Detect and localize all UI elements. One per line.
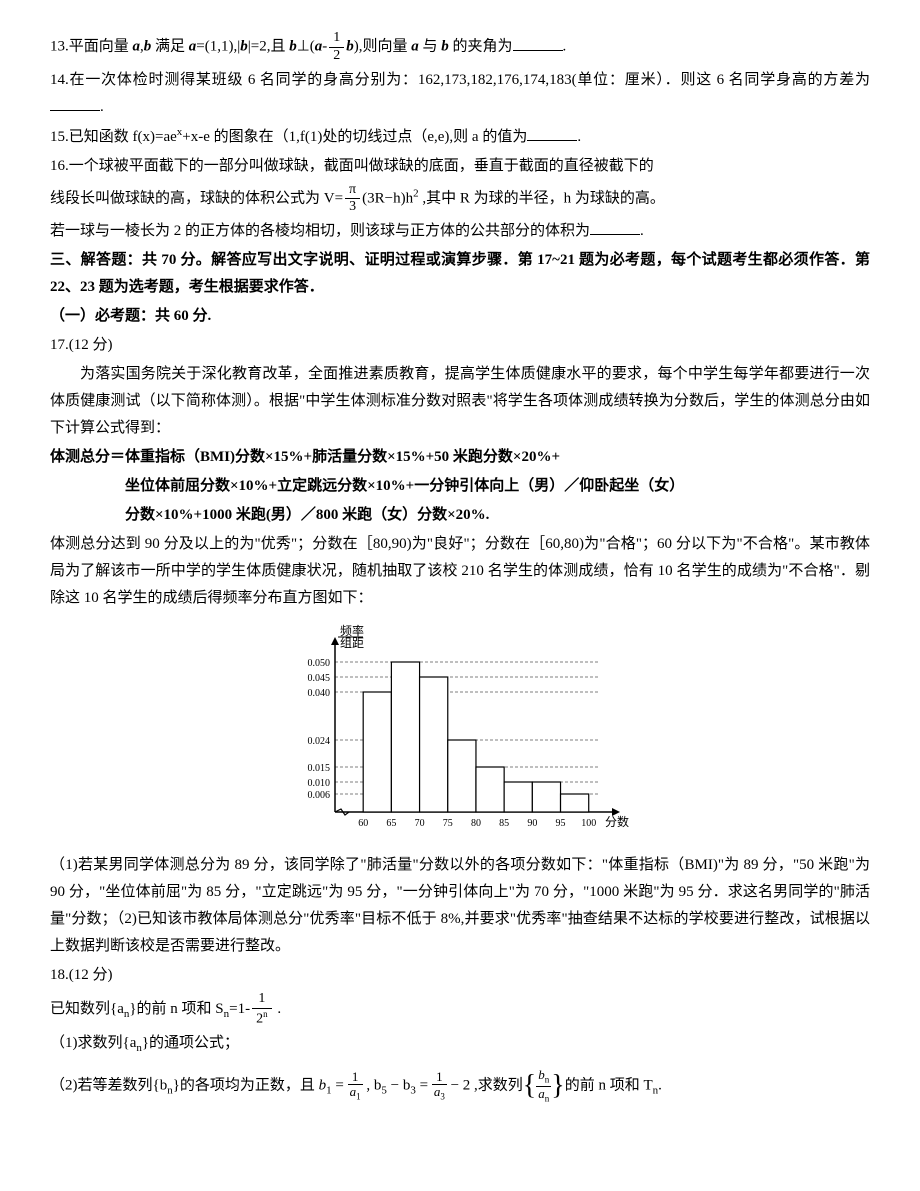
- question-16-line2: 线段长叫做球缺的高，球缺的体积公式为 V=π3(3R−h)h2 ,其中 R 为球…: [50, 182, 870, 217]
- svg-text:0.006: 0.006: [308, 790, 331, 801]
- svg-text:80: 80: [471, 818, 481, 829]
- question-16-line3: 若一球与一棱长为 2 的正方体的各棱均相切，则该球与正方体的公共部分的体积为.: [50, 218, 870, 245]
- question-17-number: 17.(12 分): [50, 332, 870, 359]
- question-16-line1: 16.一个球被平面截下的一部分叫做球缺，截面叫做球缺的底面，垂直于截面的直径被截…: [50, 153, 870, 180]
- svg-text:0.010: 0.010: [308, 778, 331, 789]
- formula-line2: 坐位体前屈分数×10%+立定跳远分数×10%+一分钟引体向上（男）／仰卧起坐（女…: [50, 473, 870, 500]
- svg-text:95: 95: [556, 818, 566, 829]
- svg-text:60: 60: [358, 818, 368, 829]
- fraction-half: 12: [329, 30, 344, 65]
- blank-answer: [527, 126, 577, 141]
- vector-a: a: [133, 39, 141, 55]
- section-3-subtitle: （一）必考题：共 60 分.: [50, 303, 870, 330]
- blank-answer: [590, 220, 640, 235]
- question-17-para2: 体测总分达到 90 分及以上的为"优秀"；分数在［80,90)为"良好"；分数在…: [50, 531, 870, 612]
- histogram-svg: 频率组距分数0.0060.0100.0150.0240.0400.0450.05…: [280, 622, 640, 842]
- section-3-title: 三、解答题：共 70 分。解答应写出文字说明、证明过程或演算步骤．第 17~21…: [50, 247, 870, 301]
- svg-text:90: 90: [527, 818, 537, 829]
- question-14: 14.在一次体检时测得某班级 6 名同学的身高分别为：162,173,182,1…: [50, 67, 870, 121]
- question-18-sub1: （1)求数列{an}的通项公式；: [50, 1030, 870, 1059]
- formula-line3: 分数×10%+1000 米跑(男）／800 米跑（女）分数×20%.: [50, 502, 870, 529]
- question-15: 15.已知函数 f(x)=aex+x-e 的图象在（1,f(1)处的切线过点（e…: [50, 123, 870, 151]
- svg-text:65: 65: [386, 818, 396, 829]
- svg-text:分数: 分数: [605, 814, 629, 829]
- left-brace-icon: {: [523, 1070, 536, 1101]
- svg-text:0.040: 0.040: [308, 688, 331, 699]
- fraction-1-2n: 12n: [252, 991, 272, 1028]
- svg-text:0.015: 0.015: [308, 763, 331, 774]
- svg-text:0.050: 0.050: [308, 658, 331, 669]
- formula-line1: 体测总分＝体重指标（BMI)分数×15%+肺活量分数×15%+50 米跑分数×2…: [50, 444, 870, 471]
- histogram-chart: 频率组距分数0.0060.0100.0150.0240.0400.0450.05…: [280, 622, 640, 842]
- question-13: 13.平面向量 a,b 满足 a=(1,1),|b|=2,且 b⊥(a-12b)…: [50, 30, 870, 65]
- svg-text:100: 100: [581, 818, 596, 829]
- question-18-sub2: （2)若等差数列{bn}的各项均为正数，且 b1 = 1a1 , b5 − b3…: [50, 1061, 870, 1111]
- svg-text:70: 70: [415, 818, 425, 829]
- question-17-sub: （1)若某男同学体测总分为 89 分，该同学除了"肺活量"分数以外的各项分数如下…: [50, 852, 870, 960]
- right-brace-icon: }: [551, 1070, 564, 1101]
- fraction-pi-3: π3: [345, 182, 360, 217]
- svg-text:组距: 组距: [340, 636, 364, 650]
- blank-answer: [50, 96, 100, 111]
- svg-text:0.024: 0.024: [308, 736, 331, 747]
- q13-text: 13.平面向量: [50, 39, 133, 55]
- question-17-para1: 为落实国务院关于深化教育改革，全面推进素质教育，提高学生体质健康水平的要求，每个…: [50, 361, 870, 442]
- fraction-1-a3: 1a3: [432, 1070, 447, 1103]
- fraction-bn-an: bnan: [536, 1068, 551, 1104]
- blank-answer: [513, 36, 563, 51]
- svg-text:85: 85: [499, 818, 509, 829]
- question-18-line1: 已知数列{an}的前 n 项和 Sn=1-12n .: [50, 991, 870, 1028]
- question-18-number: 18.(12 分): [50, 962, 870, 989]
- svg-text:0.045: 0.045: [308, 673, 331, 684]
- svg-text:75: 75: [443, 818, 453, 829]
- fraction-1-a1: 1a1: [348, 1070, 363, 1103]
